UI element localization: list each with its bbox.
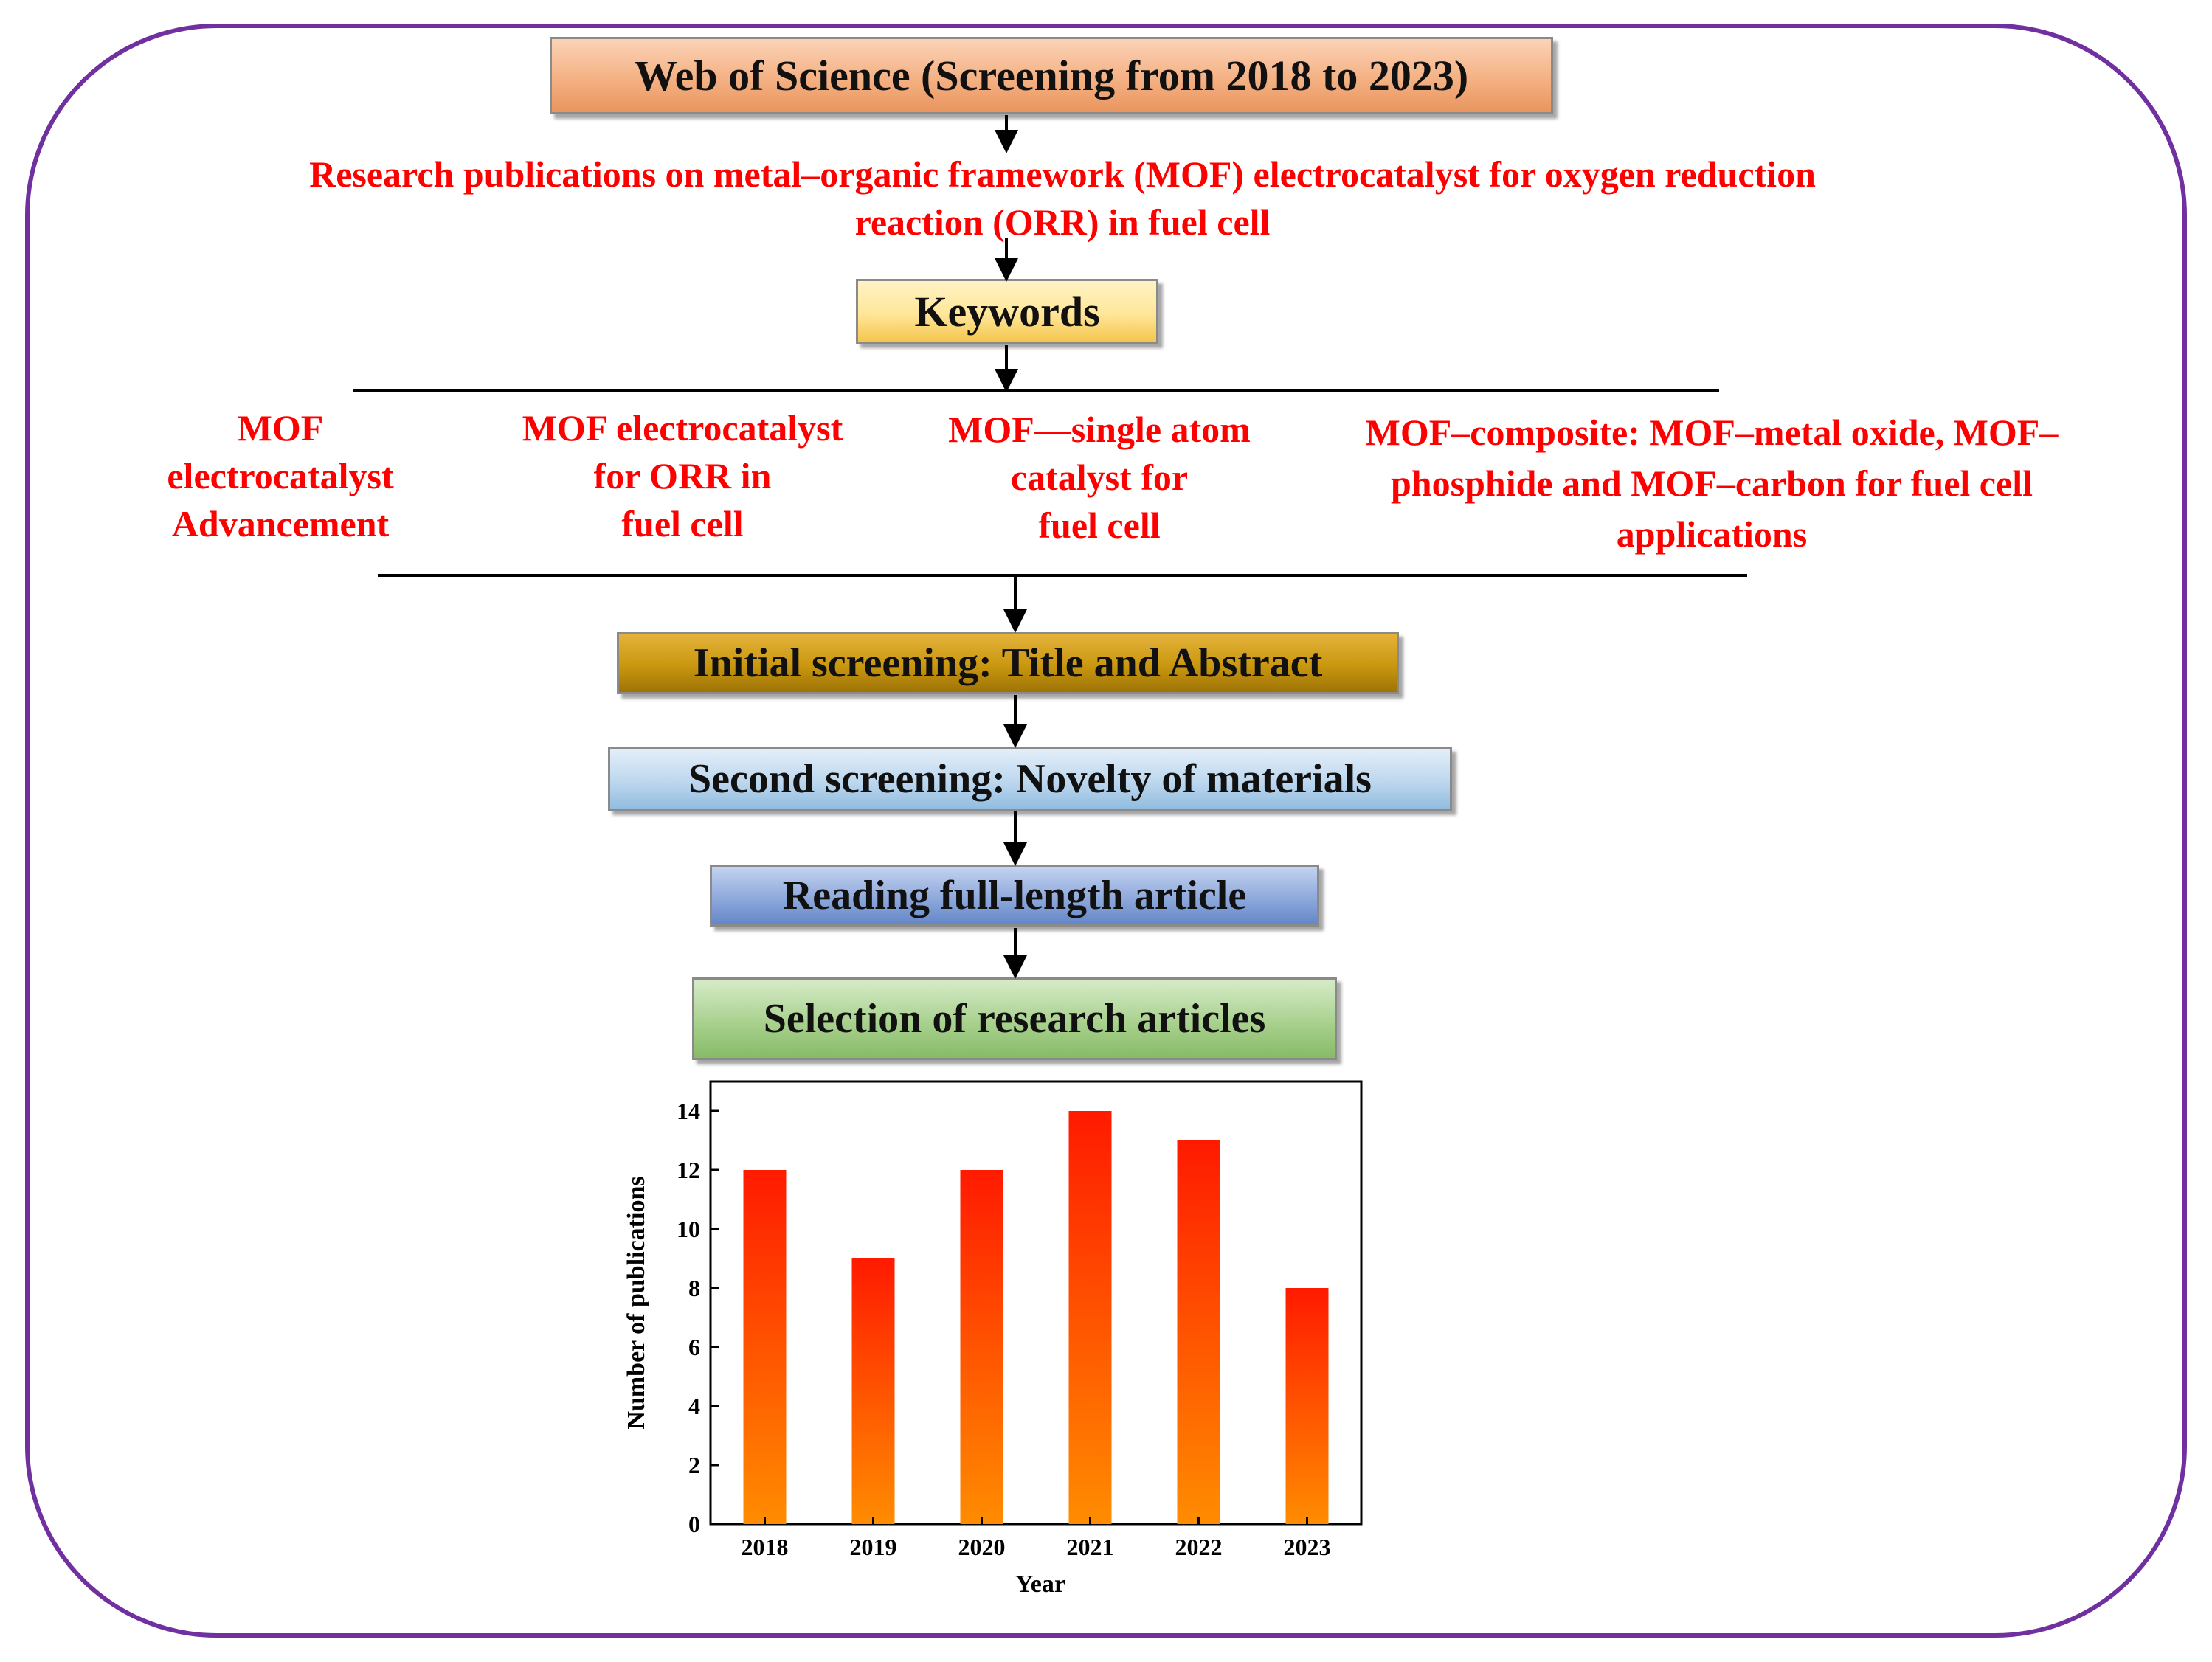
y-tick-label-4: 4 xyxy=(688,1393,700,1419)
keywords-top-divider xyxy=(353,389,1719,392)
source-label: Web of Science (Screening from 2018 to 2… xyxy=(634,52,1469,100)
keyword-1-line-2: electrocatalyst xyxy=(167,455,394,496)
keyword-2-line-1: MOF electrocatalyst xyxy=(522,407,843,449)
topic-line-2: reaction (ORR) in fuel cell xyxy=(854,201,1271,243)
step-selection: Selection of research articles xyxy=(692,977,1337,1060)
step-second-screening: Second screening: Novelty of materials xyxy=(608,747,1452,811)
bar-2023 xyxy=(1285,1288,1329,1524)
bar-2021 xyxy=(1068,1111,1112,1524)
keyword-3-line-3: fuel cell xyxy=(1038,505,1161,546)
bar-2018 xyxy=(743,1170,787,1524)
keyword-item-4: MOF–composite: MOF–metal oxide, MOF– pho… xyxy=(1299,407,2125,560)
keyword-4-line-3: applications xyxy=(1616,513,1808,555)
bar-2022 xyxy=(1177,1140,1220,1524)
keyword-1-line-1: MOF xyxy=(237,407,324,449)
step-reading-article: Reading full-length article xyxy=(710,865,1319,927)
x-tick-label-2022: 2022 xyxy=(1175,1534,1223,1560)
topic-text: Research publications on metal–organic f… xyxy=(89,150,2036,246)
keywords-label: Keywords xyxy=(914,287,1100,336)
keyword-3-line-2: catalyst for xyxy=(1010,457,1189,498)
keyword-1-line-3: Advancement xyxy=(171,503,390,544)
x-tick-label-2019: 2019 xyxy=(850,1534,897,1560)
x-tick-label-2020: 2020 xyxy=(958,1534,1006,1560)
diagram-frame xyxy=(25,24,2187,1638)
x-tick-label-2018: 2018 xyxy=(742,1534,789,1560)
y-tick-label-2: 2 xyxy=(688,1452,700,1478)
bar-2020 xyxy=(960,1170,1003,1524)
x-tick-label-2021: 2021 xyxy=(1067,1534,1114,1560)
step-3-label: Reading full-length article xyxy=(782,873,1247,918)
keyword-4-line-1: MOF–composite: MOF–metal oxide, MOF– xyxy=(1365,412,2059,453)
topic-line-1: Research publications on metal–organic f… xyxy=(309,153,1816,195)
source-box: Web of Science (Screening from 2018 to 2… xyxy=(550,37,1553,114)
keyword-4-line-2: phosphide and MOF–carbon for fuel cell xyxy=(1391,463,2033,504)
keywords-bottom-divider xyxy=(378,574,1747,577)
chart-plot-area xyxy=(709,1080,1363,1526)
y-axis-title: Number of publications xyxy=(623,1176,650,1429)
step-initial-screening: Initial screening: Title and Abstract xyxy=(617,632,1399,694)
y-tick-label-6: 6 xyxy=(688,1334,700,1360)
bar-2019 xyxy=(851,1258,895,1524)
y-tick-label-12: 12 xyxy=(677,1157,700,1183)
x-axis-title: Year xyxy=(1015,1571,1065,1598)
keyword-item-1: MOF electrocatalyst Advancement xyxy=(133,404,428,548)
y-tick-label-14: 14 xyxy=(677,1098,700,1124)
keyword-2-line-2: for ORR in xyxy=(593,455,772,496)
keyword-item-2: MOF electrocatalyst for ORR in fuel cell xyxy=(483,404,882,548)
x-tick-label-2023: 2023 xyxy=(1284,1534,1331,1560)
keyword-item-3: MOF—single atom catalyst for fuel cell xyxy=(908,406,1291,550)
step-4-label: Selection of research articles xyxy=(763,996,1266,1042)
step-1-label: Initial screening: Title and Abstract xyxy=(693,640,1323,686)
keyword-3-line-1: MOF—single atom xyxy=(948,409,1251,450)
keyword-2-line-3: fuel cell xyxy=(621,503,744,544)
y-tick-label-10: 10 xyxy=(677,1216,700,1242)
y-tick-label-0: 0 xyxy=(688,1511,700,1537)
step-2-label: Second screening: Novelty of materials xyxy=(688,756,1372,802)
y-tick-label-8: 8 xyxy=(688,1275,700,1301)
keywords-box: Keywords xyxy=(856,279,1158,344)
